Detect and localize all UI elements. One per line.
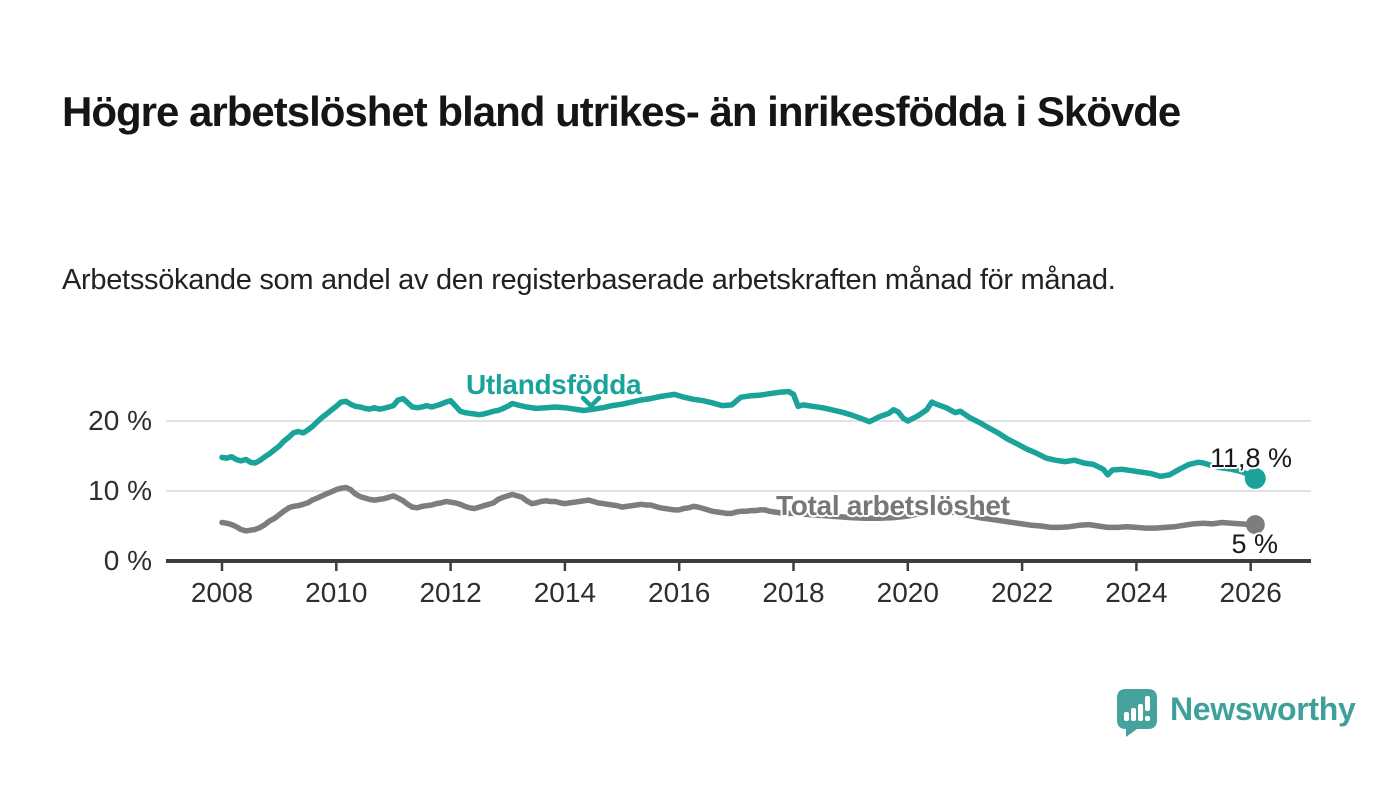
x-tick-label: 2018 <box>762 577 825 608</box>
x-tick-label: 2016 <box>648 577 711 608</box>
series-label-utlandsfodda: Utlandsfödda <box>466 369 642 400</box>
x-tick-label: 2014 <box>533 577 597 608</box>
newsworthy-logo-text: Newsworthy <box>1170 691 1356 727</box>
x-tick-label: 2008 <box>190 577 254 608</box>
x-tick-label: 2022 <box>990 577 1054 608</box>
y-tick-label: 10 % <box>88 475 152 506</box>
endpoint-value-total: 5 % <box>1231 529 1278 559</box>
x-tick-label: 2026 <box>1219 577 1282 608</box>
series-line-0 <box>219 388 1259 482</box>
newsworthy-logo-icon <box>1117 689 1157 737</box>
page-title: Högre arbetslöshet bland utrikes- än inr… <box>62 88 1181 136</box>
newsworthy-logo: Newsworthy <box>1117 689 1356 737</box>
y-tick-label: 20 % <box>88 405 152 436</box>
x-tick-label: 2012 <box>419 577 482 608</box>
endpoint-value-utlandsfodda: 11,8 % <box>1209 443 1292 473</box>
x-tick-label: 2024 <box>1105 577 1168 608</box>
chart-subtitle: Arbetssökande som andel av den registerb… <box>62 264 1116 296</box>
x-tick-label: 2010 <box>305 577 368 608</box>
label-pointer-icon <box>580 395 602 409</box>
x-tick-label: 2020 <box>876 577 939 608</box>
y-tick-label: 0 % <box>103 545 152 576</box>
series-line-1 <box>219 484 1259 534</box>
series-label-total-arbetsloshet: Total arbetslöshet <box>776 490 1010 521</box>
